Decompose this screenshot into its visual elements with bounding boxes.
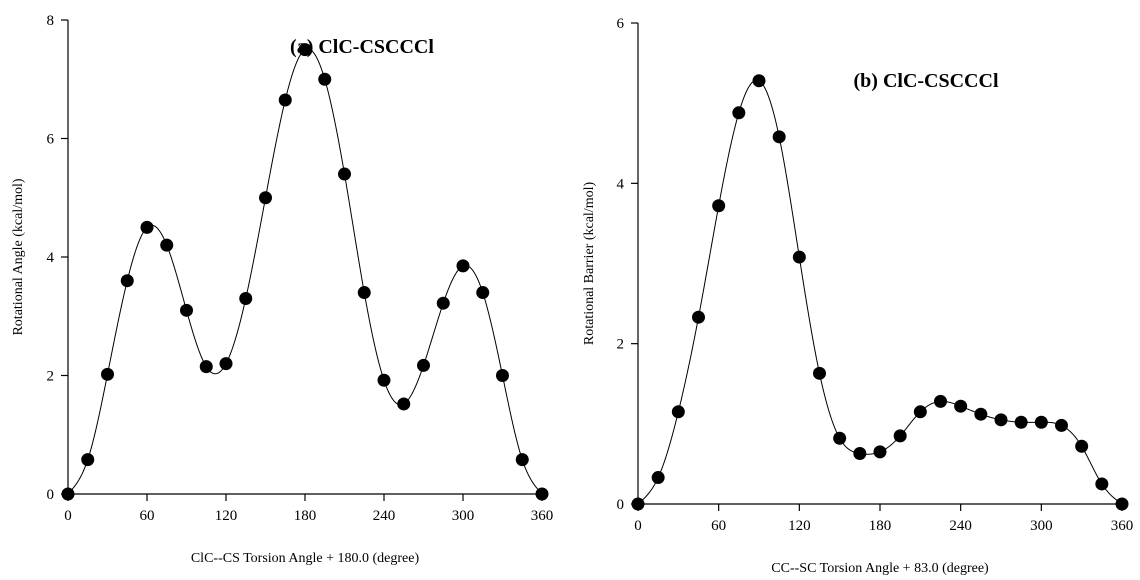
data-point [199,360,213,374]
x-tick-label: 120 [215,508,238,524]
data-point [772,130,786,144]
x-tick-label: 240 [373,508,396,524]
data-point [436,296,450,310]
data-point [833,431,847,445]
data-point [893,429,907,443]
data-point [180,303,193,317]
data-point [994,413,1008,427]
data-point [671,405,685,419]
data-point [792,250,806,264]
data-point [954,399,968,413]
chart-b: 0 60 120 180 240 300 360 0 2 4 6 CC--SC Torsion Ang… [582,16,1133,576]
data-point [318,72,332,86]
data-point [1014,415,1028,429]
data-point [496,369,509,382]
data-point [515,453,529,467]
y-axis-label: Rotational Barrier (kcal/mol) [582,182,597,346]
data-point [651,471,665,485]
data-point [853,446,867,460]
chart-title: (b) ClC-CSCCCl [854,70,999,92]
data-point [338,167,351,181]
x-tick-label: 240 [949,518,972,534]
data-point [61,487,75,501]
data-point [813,366,826,380]
data-point [120,274,134,288]
y-tick-label: 0 [47,487,55,503]
chart-a: 0 60 120 180 240 300 360 0 2 4 6 8 ClC--CS Torsion A… [11,13,553,566]
data-point [140,220,154,234]
data-point [278,93,292,107]
data-point [1115,497,1129,511]
x-axis-label: CC--SC Torsion Angle + 83.0 (degree) [771,561,989,576]
data-point [1095,477,1109,491]
y-tick-label: 8 [47,13,55,29]
data-point [219,357,233,371]
data-point [974,407,988,421]
y-axis-label: Rotational Angle (kcal/mol) [11,178,26,335]
data-point [913,405,927,419]
data-point [873,445,887,459]
series-curve [67,48,543,495]
data-point [1075,439,1089,453]
data-point [397,397,411,411]
data-point [732,106,746,120]
y-tick-label: 4 [47,250,55,266]
data-point [239,291,253,305]
x-tick-label: 60 [140,508,155,524]
data-point [101,367,114,381]
data-point [476,286,490,300]
y-tick-label: 6 [617,16,625,32]
data-point [160,238,174,252]
x-tick-label: 300 [1030,518,1053,534]
y-tick-label: 2 [47,369,55,385]
data-point [259,191,272,205]
y-tick-label: 6 [47,132,55,148]
series-curve [637,79,1123,505]
data-point [712,199,726,213]
x-tick-label: 180 [294,508,317,524]
y-tick-label: 4 [617,176,625,192]
x-tick-label: 360 [1111,518,1134,534]
data-point [631,497,645,511]
data-point [456,259,470,273]
x-tick-label: 120 [788,518,811,534]
data-point [692,310,705,324]
data-point [1034,415,1048,429]
data-point [377,373,391,387]
data-point [752,74,766,88]
data-point [417,358,430,372]
x-tick-label: 60 [711,518,726,534]
x-tick-label: 360 [531,508,554,524]
data-point [1055,418,1068,432]
y-tick-label: 0 [617,497,625,513]
x-tick-label: 300 [452,508,475,524]
data-point [357,286,371,300]
x-tick-label: 0 [64,508,72,524]
x-tick-label: 180 [869,518,892,534]
data-point [934,394,947,408]
x-axis-label: ClC--CS Torsion Angle + 180.0 (degree) [191,551,420,566]
x-tick-label: 0 [634,518,642,534]
y-tick-label: 2 [617,337,625,353]
data-point [298,43,312,57]
data-point [81,453,95,467]
data-point [535,487,549,501]
chart-title: (a) ClC-CSCCCl [290,36,434,58]
